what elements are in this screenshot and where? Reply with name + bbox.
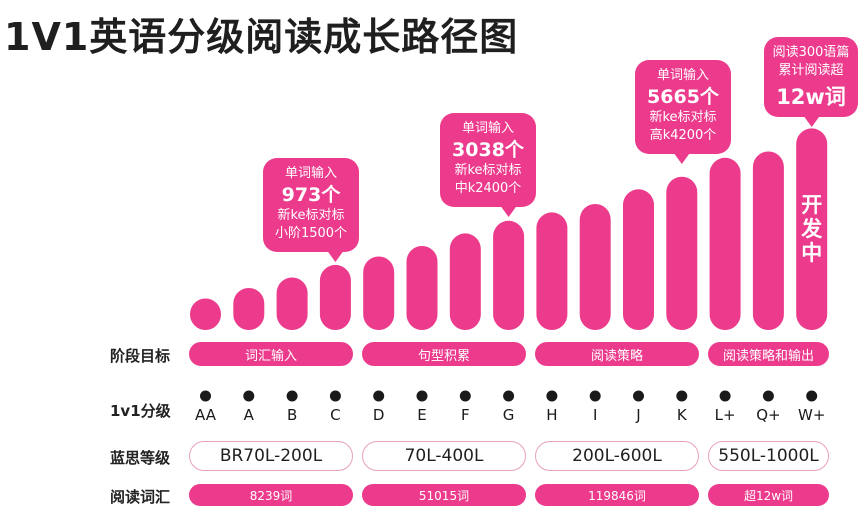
level-dot [589,390,601,402]
stage-goal-pill: 阅读策略 [535,342,699,366]
callout-text: 累计阅读超 [778,63,843,78]
level-dot [329,390,341,402]
bar [363,256,395,330]
bar-inner-label: 开 [801,193,822,217]
level-tick-label: AA [195,406,217,424]
callout-box [263,158,359,252]
level-tick-label: K [677,406,688,424]
callout-pointer [803,116,820,127]
callout-text: 小阶1500个 [275,226,347,241]
level-tick-label: Q+ [756,406,780,424]
callout-text: 单词输入 [285,165,337,181]
row-label-lexile: 蓝思等级 [110,449,171,467]
level-tick-label: I [593,406,597,424]
callout-text: 新ke标对标 [649,109,716,125]
callout-box [764,37,858,117]
lexile-range-pill: 550L-1000L [708,441,829,471]
callout-text: 3038个 [452,139,525,161]
bar [796,128,828,330]
bar [579,204,611,330]
bar [449,233,481,330]
level-tick-label: D [373,406,385,424]
row-label-vocab: 阅读词汇 [110,488,171,506]
bar [709,157,741,330]
callout-text: 973个 [282,184,342,206]
bar [666,176,698,330]
stage-goal-pill: 词汇输入 [189,342,353,366]
stage-goal-pill: 句型积累 [362,342,526,366]
row-label-level: 1v1分级 [110,402,171,420]
bar [493,220,525,330]
callout-text: 新ke标对标 [277,207,344,223]
level-dot [200,390,211,402]
level-tick-label: C [330,406,340,424]
callout-text: 阅读300语篇 [773,45,850,60]
level-tick-label: B [287,406,297,424]
level-dot [633,390,644,402]
bar-inner-label: 发 [800,217,823,241]
callout-text: 新ke标对标 [454,162,521,178]
bar [276,277,308,330]
bar [406,246,438,330]
callout-pointer [500,206,517,217]
callout-box [440,113,536,207]
bar [190,298,221,330]
level-tick-label: W+ [798,406,825,424]
lexile-range-pill: 70L-400L [362,441,526,471]
callout-text: 5665个 [647,86,720,108]
level-dot [676,390,688,402]
callout-text: 12w词 [776,85,846,109]
vocab-total-pill: 119846词 [535,484,699,506]
callout-text: 高k4200个 [650,127,717,143]
lexile-range-pill: 200L-600L [535,441,699,471]
level-dot [243,390,255,402]
vocab-total-pill: 8239词 [189,484,353,506]
callout-pointer [327,251,344,262]
vocab-total-pill: 51015词 [362,484,526,506]
bar [319,264,351,330]
level-tick-label: L+ [715,406,736,424]
level-dot [762,390,774,402]
level-tick-label: H [546,406,557,424]
callout-text: 单词输入 [462,120,514,136]
callout-text: 单词输入 [657,67,709,83]
bar-inner-label: 中 [801,241,822,265]
level-tick-label: E [417,406,426,424]
level-dot [503,390,515,402]
level-dot [806,390,818,402]
level-tick-label: F [461,406,470,424]
callout-box [635,60,731,154]
level-dot [373,390,385,402]
vocab-total-pill: 超12w词 [708,484,829,506]
page-title: 1V1英语分级阅读成长路径图 [4,15,519,59]
lexile-range-pill: BR70L-200L [189,441,353,471]
level-dot [546,390,558,402]
level-tick-label: G [503,406,515,424]
bar [233,288,265,330]
level-dot [286,390,298,402]
row-label-stage-goal: 阶段目标 [110,347,171,365]
level-dot [719,390,731,402]
level-dot [416,390,428,402]
level-dot [459,390,471,402]
level-tick-label: J [635,406,640,424]
bar [623,189,654,330]
callout-text: 中k2400个 [455,181,522,196]
bar [536,212,568,330]
callout-pointer [673,153,690,164]
level-tick-label: A [244,406,255,424]
bar [752,151,784,330]
stage-goal-pill: 阅读策略和输出 [708,342,829,366]
